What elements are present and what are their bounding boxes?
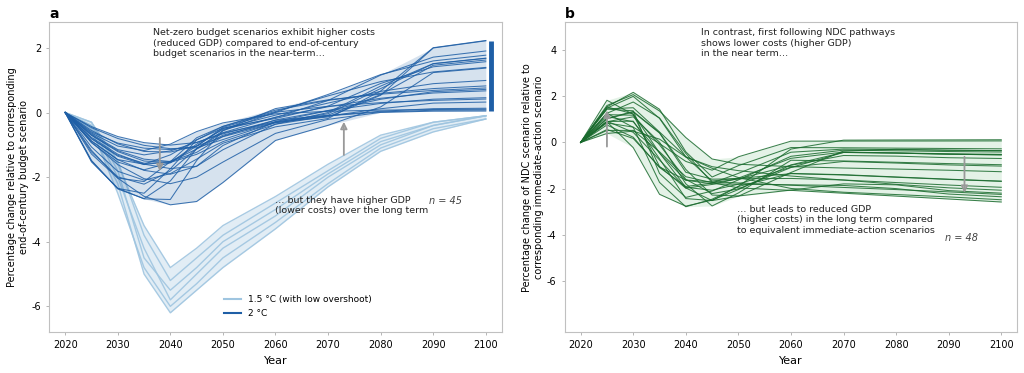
Text: n = 45: n = 45 xyxy=(429,196,462,206)
Y-axis label: Percentage change of NDC scenario relative to
corresponding immediate-action sce: Percentage change of NDC scenario relati… xyxy=(522,63,544,292)
Text: … but leads to reduced GDP
(higher costs) in the long term compared
to equivalen: … but leads to reduced GDP (higher costs… xyxy=(736,205,935,235)
Text: b: b xyxy=(565,7,574,21)
Legend: 1.5 °C (with low overshoot), 2 °C: 1.5 °C (with low overshoot), 2 °C xyxy=(221,292,376,322)
Text: … but they have higher GDP
(lower costs) over the long term: … but they have higher GDP (lower costs)… xyxy=(275,196,429,215)
Text: Net-zero budget scenarios exhibit higher costs
(reduced GDP) compared to end-of-: Net-zero budget scenarios exhibit higher… xyxy=(154,28,376,58)
Text: n = 48: n = 48 xyxy=(945,233,978,243)
X-axis label: Year: Year xyxy=(264,356,288,366)
X-axis label: Year: Year xyxy=(779,356,803,366)
Y-axis label: Percentage change relative to corresponding
end-of-century budget scenario: Percentage change relative to correspond… xyxy=(7,67,29,287)
Text: In contrast, first following NDC pathways
shows lower costs (higher GDP)
in the : In contrast, first following NDC pathway… xyxy=(700,28,895,58)
Text: a: a xyxy=(49,7,59,21)
